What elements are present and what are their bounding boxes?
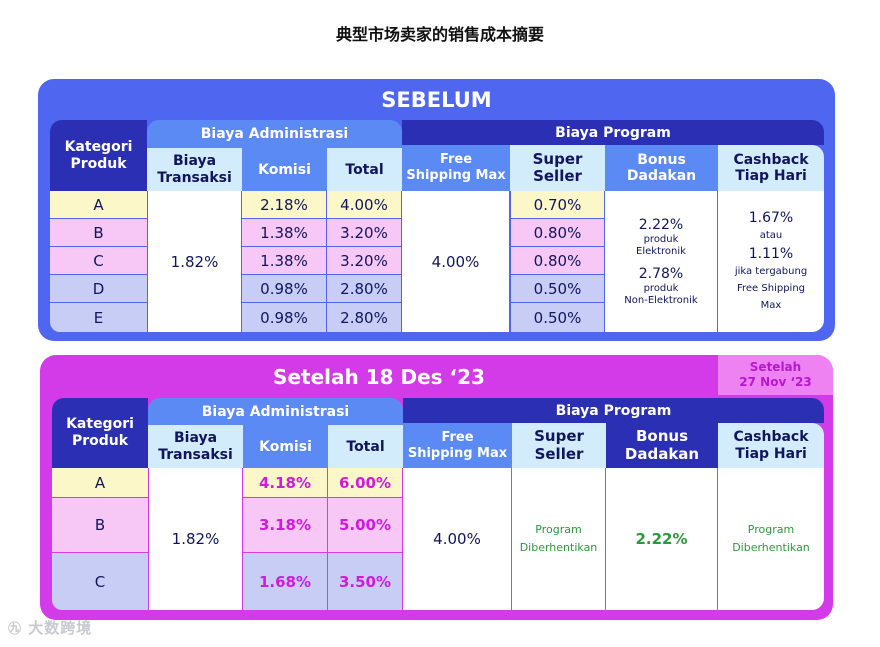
super-seller-cell: 0.50% [511, 303, 604, 332]
super-seller-cell: 0.80% [511, 247, 604, 274]
watermark-text: 大数跨境 [28, 619, 93, 637]
total-cell: 5.00% [328, 498, 402, 552]
cashback-note-2: jika tergabung [734, 266, 808, 277]
total-cell: 6.00% [328, 468, 402, 497]
header-super-seller: Super Seller [510, 145, 605, 191]
kategori-cell: A [50, 191, 147, 218]
biaya-transaksi-value: 1.82% [148, 191, 241, 332]
bonus-note-2: Elektronik [636, 245, 686, 257]
header-program-group: Biaya Program [403, 398, 824, 423]
after-title: Setelah 18 Des ‘23 [273, 365, 485, 389]
bonus-dadakan-cell: 2.22% produk Elektronik 2.78% produk Non… [605, 191, 717, 332]
super-seller-cell: 0.50% [511, 275, 604, 302]
kategori-cell: B [50, 219, 147, 246]
cashback-cell: 1.67% atau 1.11% jika tergabung Free Shi… [718, 191, 824, 332]
header-komisi: Komisi [243, 425, 328, 468]
biaya-transaksi-value: 1.82% [149, 468, 242, 610]
cashback-note-1: atau [759, 230, 783, 241]
header-program-group: Biaya Program [402, 120, 824, 145]
free-shipping-value: 4.00% [402, 191, 509, 332]
header-bonus-dadakan: Bonus Dadakan [605, 145, 718, 191]
cashback-note-3: Free Shipping [736, 283, 806, 294]
after-side-tab: Setelah 27 Nov ‘23 [718, 355, 833, 395]
bonus-note-4: Non-Elektronik [624, 294, 698, 306]
super-seller-cell: 0.80% [511, 219, 604, 246]
cashback-value-1: 1.67% [748, 210, 794, 226]
kategori-cell: E [50, 303, 147, 332]
total-cell: 4.00% [327, 191, 401, 218]
total-cell: 2.80% [327, 275, 401, 302]
header-admin-group: Biaya Administrasi [147, 120, 402, 148]
kategori-cell: D [50, 275, 147, 302]
before-title: SEBELUM [381, 88, 492, 112]
page-title: 典型市场卖家的销售成本摘要 [335, 25, 544, 44]
kategori-cell: C [52, 553, 148, 610]
super-seller-value: Program Diberhentikan [512, 468, 605, 610]
bonus-dadakan-value: 2.22% [606, 468, 717, 610]
after-side-tab-line1: Setelah [749, 360, 802, 374]
header-cashback: Cashback Tiap Hari [718, 145, 824, 191]
komisi-cell: 2.18% [242, 191, 326, 218]
kategori-cell: B [52, 498, 148, 552]
total-cell: 2.80% [327, 303, 401, 332]
kategori-cell: A [52, 468, 148, 497]
kategori-cell: C [50, 247, 147, 274]
total-cell: 3.50% [328, 553, 402, 610]
header-free-shipping: Free Shipping Max [403, 423, 512, 468]
header-total: Total [328, 425, 403, 468]
total-cell: 3.20% [327, 247, 401, 274]
bonus-value-1: 2.22% [638, 216, 684, 233]
header-cashback: Cashback Tiap Hari [718, 423, 824, 468]
after-side-tab-line2: 27 Nov ‘23 [739, 375, 812, 389]
header-total: Total [327, 148, 402, 191]
header-biaya-transaksi: Biaya Transaksi [147, 148, 242, 191]
komisi-cell: 4.18% [243, 468, 327, 497]
header-bonus-dadakan: Bonus Dadakan [606, 423, 718, 468]
bonus-note-3: produk [643, 282, 679, 294]
komisi-cell: 1.68% [243, 553, 327, 610]
watermark: ㊈ 大数跨境 [8, 617, 92, 638]
total-cell: 3.20% [327, 219, 401, 246]
header-biaya-transaksi: Biaya Transaksi [148, 425, 243, 468]
watermark-logo-icon: ㊈ [8, 622, 23, 637]
cashback-value-2: 1.11% [748, 246, 794, 262]
free-shipping-value: 4.00% [403, 468, 511, 610]
header-super-seller: Super Seller [512, 423, 606, 468]
bonus-value-2: 2.78% [638, 265, 684, 282]
komisi-cell: 0.98% [242, 303, 326, 332]
header-kategori: Kategori Produk [50, 120, 147, 191]
header-admin-group: Biaya Administrasi [148, 398, 403, 425]
cashback-value: Program Diberhentikan [718, 468, 824, 610]
header-kategori: Kategori Produk [52, 398, 148, 468]
cashback-note-4: Max [760, 300, 782, 311]
komisi-cell: 1.38% [242, 219, 326, 246]
bonus-note-1: produk [643, 233, 679, 245]
header-komisi: Komisi [242, 148, 327, 191]
komisi-cell: 3.18% [243, 498, 327, 552]
super-seller-cell: 0.70% [511, 191, 604, 218]
header-free-shipping: Free Shipping Max [402, 145, 510, 191]
komisi-cell: 0.98% [242, 275, 326, 302]
komisi-cell: 1.38% [242, 247, 326, 274]
